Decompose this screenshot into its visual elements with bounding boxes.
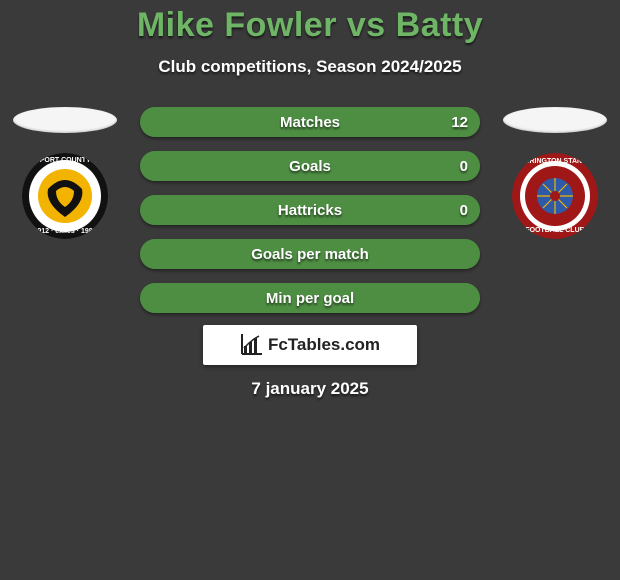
stat-label: Matches: [280, 114, 340, 131]
left-club-text-top: NEWPORT COUNTY AFC: [22, 157, 108, 164]
newport-badge-icon: [22, 153, 108, 239]
subtitle: Club competitions, Season 2024/2025: [0, 57, 620, 77]
right-club-badge: ACCRINGTON STANLEY FOOTBALL CLUB: [512, 153, 598, 239]
stat-bar: Goals per match: [140, 239, 480, 269]
stat-value-right: 0: [460, 158, 468, 175]
player-right-avatar: [503, 107, 607, 133]
right-club-text-bottom: FOOTBALL CLUB: [512, 227, 598, 234]
date-line: 7 january 2025: [0, 379, 620, 399]
left-club-badge: NEWPORT COUNTY AFC 1912 · exiles · 1989: [22, 153, 108, 239]
brand-text: FcTables.com: [268, 335, 380, 355]
stat-value-right: 0: [460, 202, 468, 219]
page-title: Mike Fowler vs Batty: [0, 6, 620, 45]
right-club-text-top: ACCRINGTON STANLEY: [512, 158, 598, 165]
stat-label: Goals: [289, 158, 331, 175]
stat-bar: Min per goal: [140, 283, 480, 313]
stats-column: Matches 12 Goals 0 Hattricks 0 Goals per match…: [140, 107, 480, 313]
stat-bar: Hattricks 0: [140, 195, 480, 225]
stat-label: Min per goal: [266, 290, 354, 307]
comparison-panel: NEWPORT COUNTY AFC 1912 · exiles · 1989 …: [0, 107, 620, 313]
stat-bar: Goals 0: [140, 151, 480, 181]
stat-value-right: 12: [451, 114, 468, 131]
stat-label: Goals per match: [251, 246, 369, 263]
stat-label: Hattricks: [278, 202, 342, 219]
right-column: ACCRINGTON STANLEY FOOTBALL CLUB: [500, 107, 610, 239]
stat-bar: Matches 12: [140, 107, 480, 137]
left-column: NEWPORT COUNTY AFC 1912 · exiles · 1989: [10, 107, 120, 239]
left-club-text-bottom: 1912 · exiles · 1989: [22, 228, 108, 235]
bar-chart-icon: [240, 334, 262, 356]
player-left-avatar: [13, 107, 117, 133]
brand-box[interactable]: FcTables.com: [203, 325, 417, 365]
